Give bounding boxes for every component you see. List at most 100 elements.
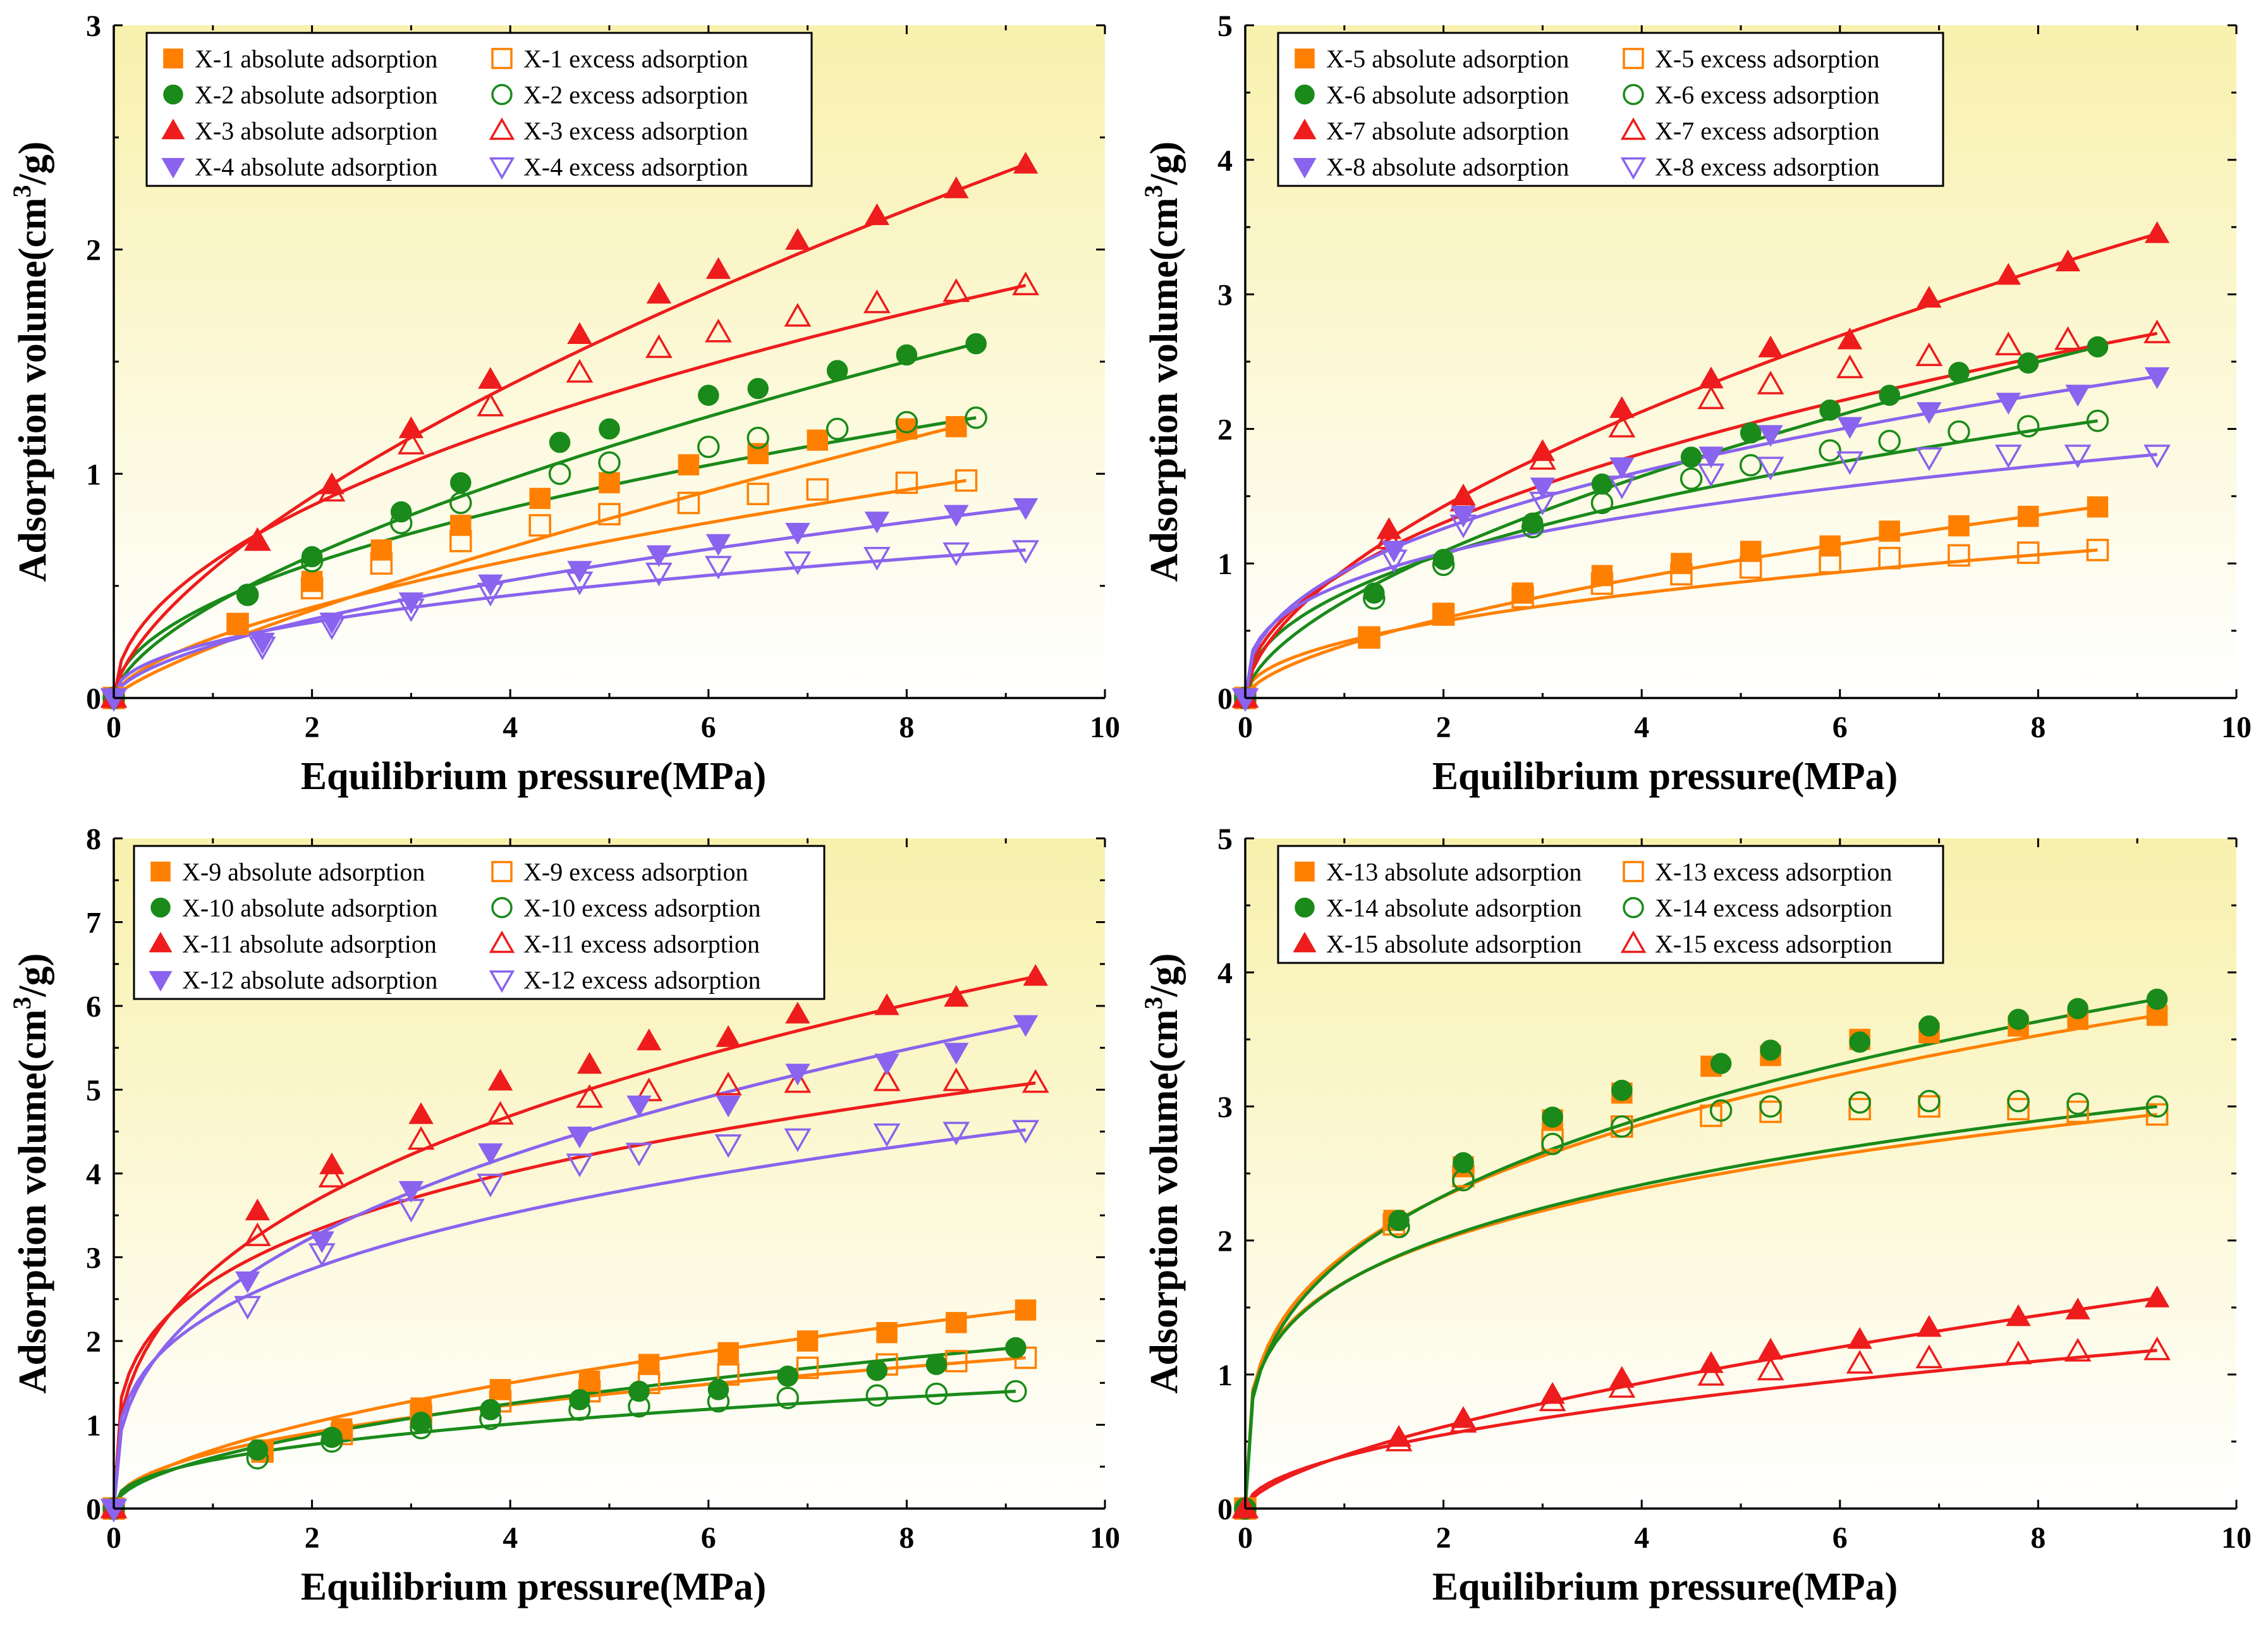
legend-item-x-13-absolute-adsorption: X-13 absolute adsorption <box>1295 858 1582 886</box>
data-point-x-13-excess-adsorption <box>2145 1103 2169 1126</box>
legend-box <box>1277 845 1944 964</box>
legend-box <box>1277 32 1944 187</box>
data-point-x-11-excess-adsorption <box>318 1163 346 1188</box>
data-point-x-15-absolute-adsorption <box>2065 1297 2090 1320</box>
data-point-x-4-excess-adsorption <box>248 636 276 661</box>
legend-label: X-11 excess adsorption <box>523 930 760 958</box>
data-point-x-3-excess-adsorption <box>318 477 346 502</box>
data-point-x-15-absolute-adsorption <box>1917 1314 1942 1337</box>
legend-label: X-2 excess adsorption <box>523 81 748 109</box>
data-point-x-6-excess-adsorption <box>1948 420 1970 443</box>
data-point-x-9-absolute-adsorption <box>1015 1299 1037 1321</box>
legend-item-x-7-excess-adsorption: X-7 excess adsorption <box>1620 117 1879 145</box>
data-point-x-10-absolute-adsorption <box>321 1426 343 1448</box>
data-point-x-5-absolute-adsorption <box>2087 496 2109 518</box>
legend-label: X-7 absolute adsorption <box>1326 117 1569 145</box>
data-point-x-15-absolute-adsorption <box>2006 1304 2031 1326</box>
data-point-x-14-excess-adsorption <box>2007 1089 2030 1113</box>
legend: X-1 absolute adsorption X-1 excess adsorp… <box>145 32 813 187</box>
data-point-x-7-absolute-adsorption <box>1758 335 1783 358</box>
data-point-x-1-absolute-adsorption <box>529 487 551 510</box>
x-axis-title: Equilibrium pressure(MPa) <box>1432 1565 1898 1608</box>
y-tick-label-0: 0 <box>86 1493 101 1526</box>
data-point-x-4-absolute-adsorption <box>398 592 424 615</box>
data-point-x-15-excess-adsorption <box>1846 1350 1874 1374</box>
data-point-x-6-absolute-adsorption <box>1879 384 1900 406</box>
y-tick-label-1: 1 <box>86 1409 101 1443</box>
legend-item-x-15-absolute-adsorption: X-15 absolute adsorption <box>1293 930 1582 958</box>
x-tick-label-6: 6 <box>701 1521 716 1555</box>
y-tick-label-2: 2 <box>86 1325 101 1359</box>
data-point-x-15-excess-adsorption <box>1915 1344 1943 1369</box>
data-point-x-12-excess-adsorption <box>397 1199 425 1223</box>
data-point-x-8-absolute-adsorption <box>1609 457 1635 479</box>
data-point-x-7-excess-adsorption <box>1915 342 1943 367</box>
y-tick-label-6: 6 <box>86 990 101 1024</box>
legend-marker-x-2-absolute-adsorption <box>163 84 183 105</box>
x-tick-label-4: 4 <box>503 1521 518 1555</box>
legend-marker-x-3-excess-adsorption <box>489 117 515 140</box>
data-point-x-9-absolute-adsorption <box>717 1342 739 1364</box>
y-tick-label-2: 2 <box>1217 413 1233 446</box>
data-point-x-14-absolute-adsorption <box>2067 998 2088 1019</box>
data-point-x-14-excess-adsorption <box>2066 1093 2089 1115</box>
data-point-x-7-excess-adsorption <box>2143 319 2171 343</box>
data-point-x-7-excess-adsorption <box>1608 413 1636 438</box>
data-point-x-1-excess-adsorption <box>954 469 978 492</box>
data-point-x-11-excess-adsorption <box>1021 1069 1049 1093</box>
legend-label: X-4 absolute adsorption <box>195 153 437 181</box>
legend-marker-x-8-excess-adsorption <box>1620 157 1647 180</box>
data-point-x-6-excess-adsorption <box>1739 454 1762 477</box>
legend-label: X-12 absolute adsorption <box>182 966 437 995</box>
data-point-x-8-excess-adsorption <box>2064 444 2092 468</box>
data-point-x-11-excess-adsorption <box>714 1071 742 1096</box>
data-point-x-1-excess-adsorption <box>677 491 700 515</box>
data-point-x-8-absolute-adsorption <box>1837 417 1863 439</box>
x-tick-label-10: 10 <box>2221 1521 2252 1555</box>
data-point-x-14-absolute-adsorption <box>1760 1039 1781 1061</box>
data-point-x-6-absolute-adsorption <box>1363 582 1385 604</box>
data-point-x-14-absolute-adsorption <box>1388 1209 1410 1231</box>
data-point-x-12-excess-adsorption <box>873 1123 901 1148</box>
legend-label: X-10 absolute adsorption <box>182 894 437 922</box>
y-tick-label-0: 0 <box>1217 682 1233 716</box>
legend-label: X-6 excess adsorption <box>1655 81 1879 109</box>
data-point-x-10-excess-adsorption <box>410 1417 432 1440</box>
data-point-x-10-excess-adsorption <box>628 1395 650 1418</box>
data-point-x-15-excess-adsorption <box>1449 1409 1477 1433</box>
fit-curve-x-2-absolute-adsorption <box>112 342 977 699</box>
data-point-x-11-excess-adsorption <box>576 1084 604 1108</box>
legend-marker-x-13-excess-adsorption <box>1623 860 1644 883</box>
data-point-x-2-absolute-adsorption <box>965 333 987 355</box>
legend-item-x-1-absolute-adsorption: X-1 absolute adsorption <box>163 45 437 73</box>
data-point-x-4-absolute-adsorption <box>864 511 890 534</box>
data-point-x-5-excess-adsorption <box>2016 541 2040 564</box>
fit-curve-x-1-absolute-adsorption <box>113 425 957 699</box>
legend-item-x-6-absolute-adsorption: X-6 absolute adsorption <box>1295 81 1569 109</box>
legend-marker-x-11-excess-adsorption <box>489 930 515 953</box>
data-point-x-1-excess-adsorption <box>226 613 249 635</box>
legend-label: X-7 excess adsorption <box>1655 117 1879 145</box>
data-point-x-7-absolute-adsorption <box>2055 249 2081 272</box>
fit-curve-x-12-absolute-adsorption <box>112 1022 1027 1509</box>
data-point-x-7-absolute-adsorption <box>2144 221 2170 243</box>
y-tick-label-8: 8 <box>86 823 101 856</box>
legend-marker-x-11-absolute-adsorption <box>149 931 173 953</box>
legend-marker-x-1-absolute-adsorption <box>163 48 183 69</box>
data-point-x-13-excess-adsorption <box>2007 1098 2030 1120</box>
data-point-x-10-absolute-adsorption <box>866 1359 888 1381</box>
data-point-x-15-excess-adsorption <box>1608 1374 1636 1398</box>
data-point-x-1-absolute-adsorption <box>678 454 700 475</box>
data-point-x-8-absolute-adsorption <box>2144 367 2170 389</box>
data-point-x-1-excess-adsorption <box>747 482 769 506</box>
x-tick-label-2: 2 <box>1436 711 1451 744</box>
fit-curve-x-14-excess-adsorption <box>1243 1105 2157 1509</box>
data-point-x-9-excess-adsorption <box>796 1356 819 1380</box>
data-point-x-1-excess-adsorption <box>528 514 551 537</box>
x-tick-label-4: 4 <box>1634 1521 1649 1555</box>
data-point-x-1-excess-adsorption <box>449 529 472 553</box>
data-point-x-6-absolute-adsorption <box>1680 446 1702 468</box>
data-point-x-12-absolute-adsorption <box>785 1063 810 1086</box>
data-point-x-5-excess-adsorption <box>1878 546 1901 570</box>
data-point-x-6-absolute-adsorption <box>1740 422 1762 444</box>
